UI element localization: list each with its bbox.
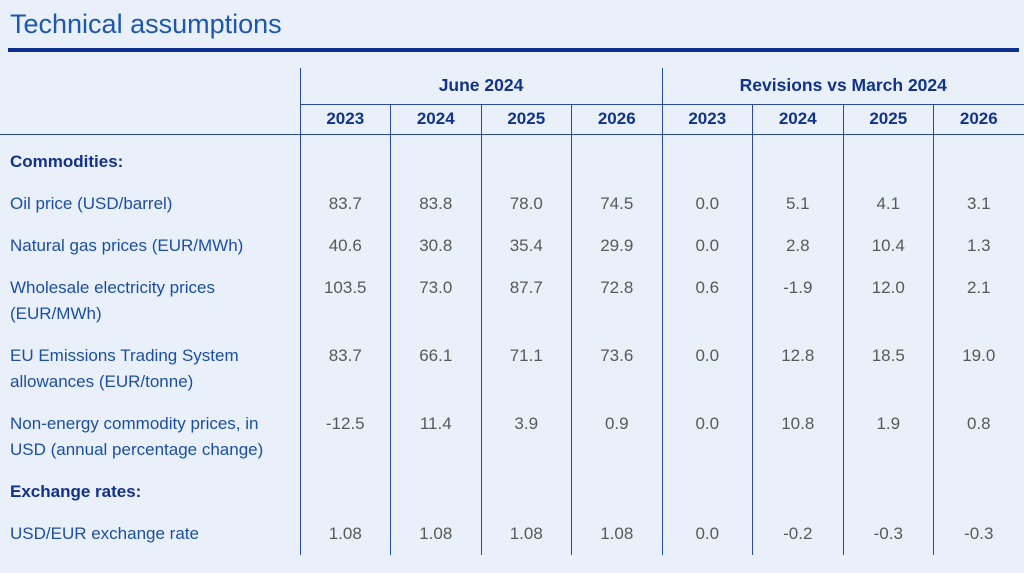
cell-value: [933, 470, 1024, 513]
cell-value: 0.0: [661, 224, 753, 267]
cell-value: 0.0: [661, 334, 753, 403]
cell-value: 0.0: [661, 402, 753, 471]
table-row: Non-energy commodity prices, in USD (ann…: [0, 402, 1024, 471]
cell-value: 73.0: [390, 266, 481, 335]
cell-value: [390, 134, 481, 183]
cell-value: -1.9: [752, 266, 844, 335]
row-label: Oil price (USD/barrel): [10, 193, 173, 213]
cell-value: -0.2: [752, 512, 844, 555]
corner-cell: [0, 104, 301, 135]
cell-value: [480, 134, 572, 183]
section-label: Exchange rates:: [10, 481, 142, 501]
table-row: EU Emissions Trading System allowances (…: [0, 334, 1024, 403]
year-header-rev-2024: 2024: [752, 104, 844, 135]
cell-value: 35.4: [480, 224, 572, 267]
year-header-rev-2023: 2023: [661, 104, 753, 135]
row-label: Non-energy commodity prices, in USD (ann…: [10, 413, 264, 459]
cell-value: [571, 470, 663, 513]
cell-value: 71.1: [480, 334, 572, 403]
row-label: EU Emissions Trading System allowances (…: [10, 345, 239, 391]
section-row: Exchange rates:: [0, 470, 1024, 513]
cell-value: 2.8: [752, 224, 844, 267]
section-label: Commodities:: [10, 151, 124, 171]
cell-value: 5.1: [752, 182, 844, 225]
group-header-row: June 2024 Revisions vs March 2024: [0, 68, 1024, 105]
cell-value: 3.1: [933, 182, 1024, 225]
cell-value: [842, 470, 934, 513]
cell-value: 103.5: [299, 266, 391, 335]
year-header-june-2024: 2024: [390, 104, 481, 135]
cell-value: 12.8: [752, 334, 844, 403]
row-label: USD/EUR exchange rate: [10, 523, 199, 543]
cell-value: 40.6: [299, 224, 391, 267]
cell-value: -0.3: [933, 512, 1024, 555]
year-header-june-2025: 2025: [480, 104, 572, 135]
cell-value: 0.8: [933, 402, 1024, 471]
cell-value: 73.6: [571, 334, 663, 403]
row-label: Natural gas prices (EUR/MWh): [10, 235, 244, 255]
year-header-rev-2026: 2026: [933, 104, 1024, 135]
cell-value: [752, 134, 844, 183]
cell-value: [571, 134, 663, 183]
cell-value: 30.8: [390, 224, 481, 267]
cell-value: 0.9: [571, 402, 663, 471]
year-header-rev-2025: 2025: [842, 104, 934, 135]
cell-value: 4.1: [842, 182, 934, 225]
cell-value: 18.5: [842, 334, 934, 403]
cell-value: 29.9: [571, 224, 663, 267]
cell-value: 11.4: [390, 402, 481, 471]
cell-value: -0.3: [842, 512, 934, 555]
cell-value: 1.08: [390, 512, 481, 555]
section-row: Commodities:: [0, 134, 1024, 183]
cell-value: 87.7: [480, 266, 572, 335]
cell-value: [299, 134, 391, 183]
title-divider: [8, 48, 1019, 52]
year-header-june-2026: 2026: [571, 104, 663, 135]
cell-value: 1.08: [571, 512, 663, 555]
cell-value: [480, 470, 572, 513]
cell-value: 1.3: [933, 224, 1024, 267]
cell-value: 10.8: [752, 402, 844, 471]
cell-value: 74.5: [571, 182, 663, 225]
cell-value: 83.8: [390, 182, 481, 225]
table-row: USD/EUR exchange rate 1.08 1.08 1.08 1.08 0.0…: [0, 512, 1024, 555]
year-header-row: 2023 2024 2025 2026 2023 2024 2025 2026: [0, 104, 1024, 135]
cell-value: 83.7: [299, 334, 391, 403]
table-row: Oil price (USD/barrel) 83.7 83.8 78.0 74.5 0.…: [0, 182, 1024, 225]
cell-value: 83.7: [299, 182, 391, 225]
cell-value: [933, 134, 1024, 183]
cell-value: [661, 470, 753, 513]
assumptions-table: June 2024 Revisions vs March 2024 2023 20…: [0, 68, 1024, 555]
column-group-june-2024: June 2024: [299, 68, 663, 105]
year-header-june-2023: 2023: [299, 104, 391, 135]
table-row: Natural gas prices (EUR/MWh) 40.6 30.8 35.4…: [0, 224, 1024, 267]
cell-value: [661, 134, 753, 183]
cell-value: -12.5: [299, 402, 391, 471]
cell-value: 3.9: [480, 402, 572, 471]
cell-value: 10.4: [842, 224, 934, 267]
cell-value: 1.08: [480, 512, 572, 555]
corner-cell: [0, 68, 300, 104]
column-group-revisions-vs-march-2024: Revisions vs March 2024: [661, 68, 1024, 105]
cell-value: 19.0: [933, 334, 1024, 403]
cell-value: 0.6: [661, 266, 753, 335]
cell-value: 12.0: [842, 266, 934, 335]
cell-value: [390, 470, 481, 513]
cell-value: 72.8: [571, 266, 663, 335]
cell-value: 66.1: [390, 334, 481, 403]
cell-value: [299, 470, 391, 513]
page-title: Technical assumptions: [10, 9, 282, 39]
cell-value: 1.08: [299, 512, 391, 555]
cell-value: 0.0: [661, 182, 753, 225]
cell-value: [752, 470, 844, 513]
cell-value: 0.0: [661, 512, 753, 555]
cell-value: 78.0: [480, 182, 572, 225]
row-label: Wholesale electricity prices (EUR/MWh): [10, 277, 216, 323]
cell-value: 1.9: [842, 402, 934, 471]
table-row: Wholesale electricity prices (EUR/MWh) 10…: [0, 266, 1024, 335]
cell-value: 2.1: [933, 266, 1024, 335]
cell-value: [842, 134, 934, 183]
